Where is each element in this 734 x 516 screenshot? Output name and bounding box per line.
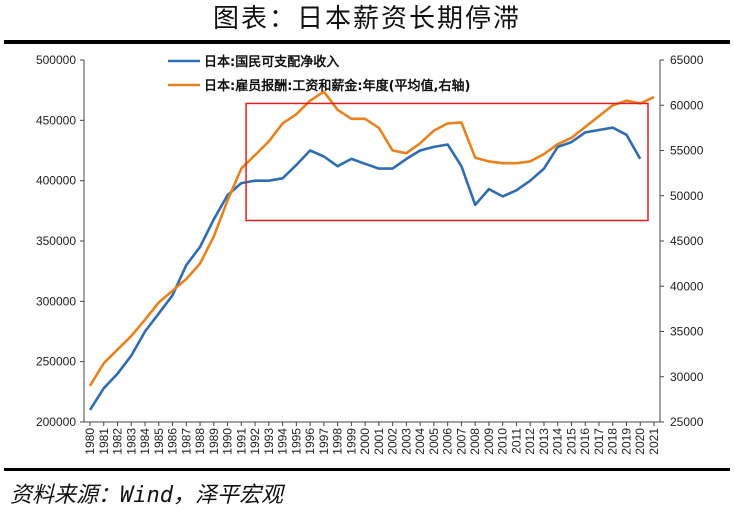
right-tick-label: 45000: [670, 234, 704, 248]
x-tick-label: 2009: [482, 428, 496, 455]
highlight-rectangle: [245, 102, 649, 222]
x-tick-label: 1992: [248, 428, 262, 455]
x-tick-label: 1989: [207, 428, 221, 455]
chart-legend: 日本:国民可支配净收入 日本:雇员报酬:工资和薪金:年度(平均值,右轴): [168, 54, 470, 94]
x-tick-label: 1996: [303, 428, 317, 455]
x-tick-label: 1997: [317, 428, 331, 455]
left-tick-label: 250000: [36, 355, 76, 369]
left-tick-label: 300000: [36, 294, 76, 308]
x-tick-label: 1985: [152, 428, 166, 455]
left-tick-label: 350000: [36, 234, 76, 248]
series-layer: [88, 90, 655, 411]
x-tick-label: 1983: [124, 428, 138, 455]
x-tick-label: 1993: [262, 428, 276, 455]
x-tick-label: 2016: [578, 428, 592, 455]
x-tick-label: 1999: [344, 428, 358, 455]
x-tick-label: 1998: [331, 428, 345, 455]
x-tick-label: 2000: [358, 428, 372, 455]
x-tick-label: 2012: [523, 428, 537, 455]
right-tick-label: 65000: [670, 53, 704, 67]
x-axis-ticks: 1980 1981 1982 1983 1984 1985 1986 1987 1988 1989…: [83, 422, 661, 455]
right-tick-label: 30000: [670, 370, 704, 384]
source-note: 资料来源：Wind，泽平宏观: [10, 483, 283, 508]
x-tick-label: 2003: [399, 428, 413, 455]
left-tick-label: 450000: [36, 113, 76, 127]
x-tick-label: 1986: [166, 428, 180, 455]
annotation-layer: [245, 102, 649, 222]
x-tick-label: 1980: [83, 428, 97, 455]
bottom-divider: [4, 468, 730, 471]
x-tick-label: 1991: [234, 428, 248, 455]
right-axis-ticks: 25000 30000 35000 40000 45000 50000 55000 60000…: [660, 53, 704, 429]
left-tick-label: 500000: [36, 53, 76, 67]
right-tick-label: 60000: [670, 98, 704, 112]
x-tick-label: 1995: [289, 428, 303, 455]
chart-axes: [83, 60, 661, 423]
x-tick-label: 2006: [441, 428, 455, 455]
right-tick-label: 25000: [670, 415, 704, 429]
x-tick-label: 1988: [193, 428, 207, 455]
right-tick-label: 55000: [670, 144, 704, 158]
x-tick-label: 2011: [509, 428, 523, 454]
series-line-wages: [88, 90, 655, 387]
left-tick-label: 200000: [36, 415, 76, 429]
x-tick-label: 2014: [551, 428, 565, 455]
left-tick-label: 400000: [36, 174, 76, 188]
x-tick-label: 1981: [97, 428, 111, 455]
x-tick-label: 2004: [413, 428, 427, 455]
top-divider: [4, 40, 730, 44]
x-tick-label: 2001: [372, 428, 386, 455]
x-tick-label: 2007: [454, 428, 468, 455]
x-tick-label: 1994: [276, 428, 290, 455]
x-tick-label: 2008: [468, 428, 482, 455]
right-tick-label: 40000: [670, 279, 704, 293]
right-tick-label: 50000: [670, 189, 704, 203]
x-tick-label: 2013: [537, 428, 551, 455]
x-tick-label: 1990: [221, 428, 235, 455]
x-tick-label: 2005: [427, 428, 441, 455]
x-tick-label: 2002: [386, 428, 400, 455]
page-title: 图表：日本薪资长期停滞: [212, 4, 521, 34]
x-tick-label: 2015: [564, 428, 578, 455]
x-tick-label: 2020: [633, 428, 647, 455]
x-tick-label: 1984: [138, 428, 152, 455]
x-tick-label: 2017: [592, 428, 606, 455]
legend-label-net-income: 日本:国民可支配净收入: [204, 54, 339, 70]
legend-label-wages: 日本:雇员报酬:工资和薪金:年度(平均值,右轴): [204, 78, 470, 94]
x-tick-label: 1987: [179, 428, 193, 455]
series-line-net-income: [88, 126, 642, 411]
right-tick-label: 35000: [670, 325, 704, 339]
left-axis-ticks: 200000 250000 300000 350000 400000 450000 5000…: [36, 53, 84, 429]
x-tick-label: 1982: [111, 428, 125, 455]
x-tick-label: 2010: [496, 428, 510, 455]
x-tick-label: 2018: [606, 428, 620, 455]
x-tick-label: 2021: [647, 428, 661, 455]
x-tick-label: 2019: [619, 428, 633, 455]
